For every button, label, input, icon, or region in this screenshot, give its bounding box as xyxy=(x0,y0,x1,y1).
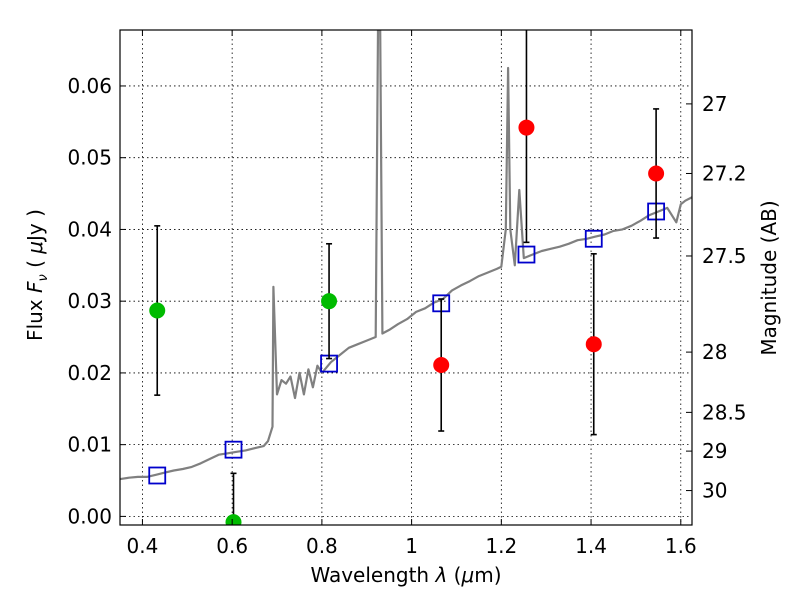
y-tick-label: 0.01 xyxy=(67,433,112,457)
x-tick-label: 0.6 xyxy=(216,534,248,558)
model-band-marker xyxy=(517,245,536,264)
x-tick-label: 1.2 xyxy=(485,534,517,558)
tick-labels: 0.4 0.6 0.8 1 1.2 1.4 1.6 0.00 0.01 0.02 0.03 0.04 0… xyxy=(67,74,746,558)
observed-flux-point xyxy=(225,514,242,525)
model-spectrum-line xyxy=(120,30,692,481)
y-tick-label: 0.03 xyxy=(67,289,112,313)
y-axis-label: Flux Fν ( μJy ) xyxy=(23,209,51,341)
model-band-marker xyxy=(148,466,167,485)
observed-flux-point xyxy=(585,336,602,353)
y2-tick-label: 28.5 xyxy=(702,400,747,424)
tick-marks xyxy=(120,30,692,525)
y-tick-label: 0.00 xyxy=(67,504,112,528)
y-tick-label: 0.04 xyxy=(67,217,112,241)
x-tick-label: 1 xyxy=(405,534,418,558)
x-tick-label: 0.4 xyxy=(127,534,159,558)
y-tick-label: 0.05 xyxy=(67,146,112,170)
y2-tick-label: 28 xyxy=(702,340,727,364)
y2-tick-label: 27.2 xyxy=(702,161,747,185)
plot-frame xyxy=(119,29,693,526)
observed-flux-point xyxy=(321,293,338,310)
observed-flux-point xyxy=(648,165,665,182)
x-tick-label: 1.6 xyxy=(665,534,697,558)
y2-tick-label: 29 xyxy=(702,439,727,463)
grid xyxy=(120,30,692,525)
y2-tick-label: 27.5 xyxy=(702,244,747,268)
observed-flux-point xyxy=(518,119,535,136)
plot-area xyxy=(120,30,692,525)
x-axis-label: Wavelength λ (μm) xyxy=(310,563,501,587)
y-tick-label: 0.06 xyxy=(67,74,112,98)
y2-tick-label: 30 xyxy=(702,479,727,503)
x-tick-label: 1.4 xyxy=(575,534,607,558)
y2-tick-label: 27 xyxy=(702,92,727,116)
y-tick-label: 0.02 xyxy=(67,361,112,385)
y2-axis-label: Magnitude (AB) xyxy=(757,200,781,355)
model-band-marker xyxy=(224,440,243,459)
model-band-marker xyxy=(584,229,603,248)
x-tick-label: 0.8 xyxy=(306,534,338,558)
observed-flux-point xyxy=(433,357,450,374)
observed-flux-point xyxy=(149,302,166,319)
